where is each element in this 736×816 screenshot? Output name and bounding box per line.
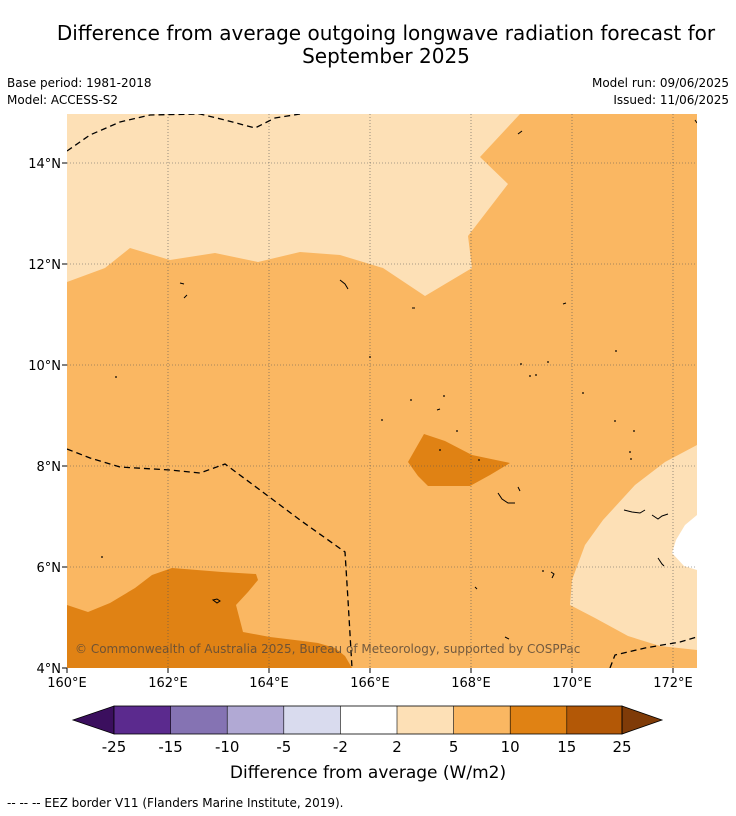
colorbar-ticks: -25 -15 -10 -5 -2 2 5 10 15 25 (102, 738, 632, 756)
lon-label: 162°E (148, 676, 188, 691)
title-line-2: September 2025 (302, 44, 470, 68)
model-run: Model run: 09/06/2025 (591, 76, 729, 90)
gridlines (67, 114, 697, 668)
colorbar-dividers (170, 706, 568, 734)
meta-left: Base period: 1981-2018 Model: ACCESS-S2 (7, 75, 152, 109)
island-dots (101, 350, 635, 572)
axis-ticks (62, 162, 674, 673)
colorbar-tick: -2 (333, 738, 348, 756)
colorbar-tick: -25 (102, 738, 127, 756)
lon-label: 164°E (249, 676, 289, 691)
issued-date: Issued: 11/06/2025 (613, 93, 729, 107)
region-2-5-southeast (570, 445, 697, 650)
colorbar-tick: -10 (215, 738, 240, 756)
lat-label: 12°N (28, 258, 61, 273)
region-near-zero (672, 515, 697, 570)
lon-label: 172°E (653, 676, 693, 691)
lat-label: 4°N (37, 662, 62, 677)
region-10-15-southwest (67, 568, 352, 668)
map-area: © Commonwealth of Australia 2025, Bureau… (67, 114, 697, 668)
colorbar-outline (113, 705, 623, 735)
colorbar-segment (397, 706, 454, 734)
meta-right: Model run: 09/06/2025 Issued: 11/06/2025 (592, 75, 729, 109)
colorbar-segment (453, 706, 511, 734)
colorbar-segment (114, 706, 171, 734)
map-title: Difference from average outgoing longwav… (30, 22, 736, 68)
lon-label: 170°E (552, 676, 592, 691)
model-name: Model: ACCESS-S2 (7, 93, 119, 107)
colorbar-extend-max (621, 705, 664, 735)
lon-label: 166°E (350, 676, 390, 691)
region-2-5-north (67, 114, 520, 296)
colorbar-tick: -15 (158, 738, 183, 756)
lon-label: 160°E (47, 676, 87, 691)
colorbar-segment (510, 706, 567, 734)
base-period: Base period: 1981-2018 (7, 76, 152, 90)
colorbar-tick: 25 (612, 738, 631, 756)
longitude-labels: 160°E 162°E 164°E 166°E 168°E 170°E 172°… (47, 676, 693, 691)
islands (179, 119, 697, 640)
legend-footer: -- -- -- EEZ border V11 (Flanders Marine… (7, 796, 344, 810)
eez-borders (67, 114, 697, 668)
colorbar-tick: -5 (276, 738, 291, 756)
lat-label: 8°N (37, 460, 62, 475)
title-line-1: Difference from average outgoing longwav… (56, 21, 716, 45)
colorbar-segment (170, 706, 228, 734)
colorbar-tick: 15 (557, 738, 576, 756)
colorbar: -25 -15 -10 -5 -2 2 5 10 15 25 Differenc… (71, 705, 664, 783)
colorbar-label: Difference from average (W/m2) (230, 763, 506, 783)
colorbar-segment (227, 706, 284, 734)
colorbar-segment (283, 706, 341, 734)
colorbar-tick: 5 (449, 738, 459, 756)
colorbar-tick: 10 (501, 738, 520, 756)
colorbar-segment (340, 706, 397, 734)
latitude-labels: 4°N 6°N 8°N 10°N 12°N 14°N (28, 157, 61, 677)
colorbar-tick: 2 (392, 738, 402, 756)
lat-label: 10°N (28, 359, 61, 374)
region-10-15-center (408, 434, 510, 486)
copyright-notice: © Commonwealth of Australia 2025, Bureau… (75, 642, 580, 656)
colorbar-extend-min (71, 705, 115, 735)
lon-label: 168°E (451, 676, 491, 691)
colorbar-segment (566, 706, 622, 734)
lat-label: 14°N (28, 157, 61, 172)
lat-label: 6°N (37, 561, 62, 576)
